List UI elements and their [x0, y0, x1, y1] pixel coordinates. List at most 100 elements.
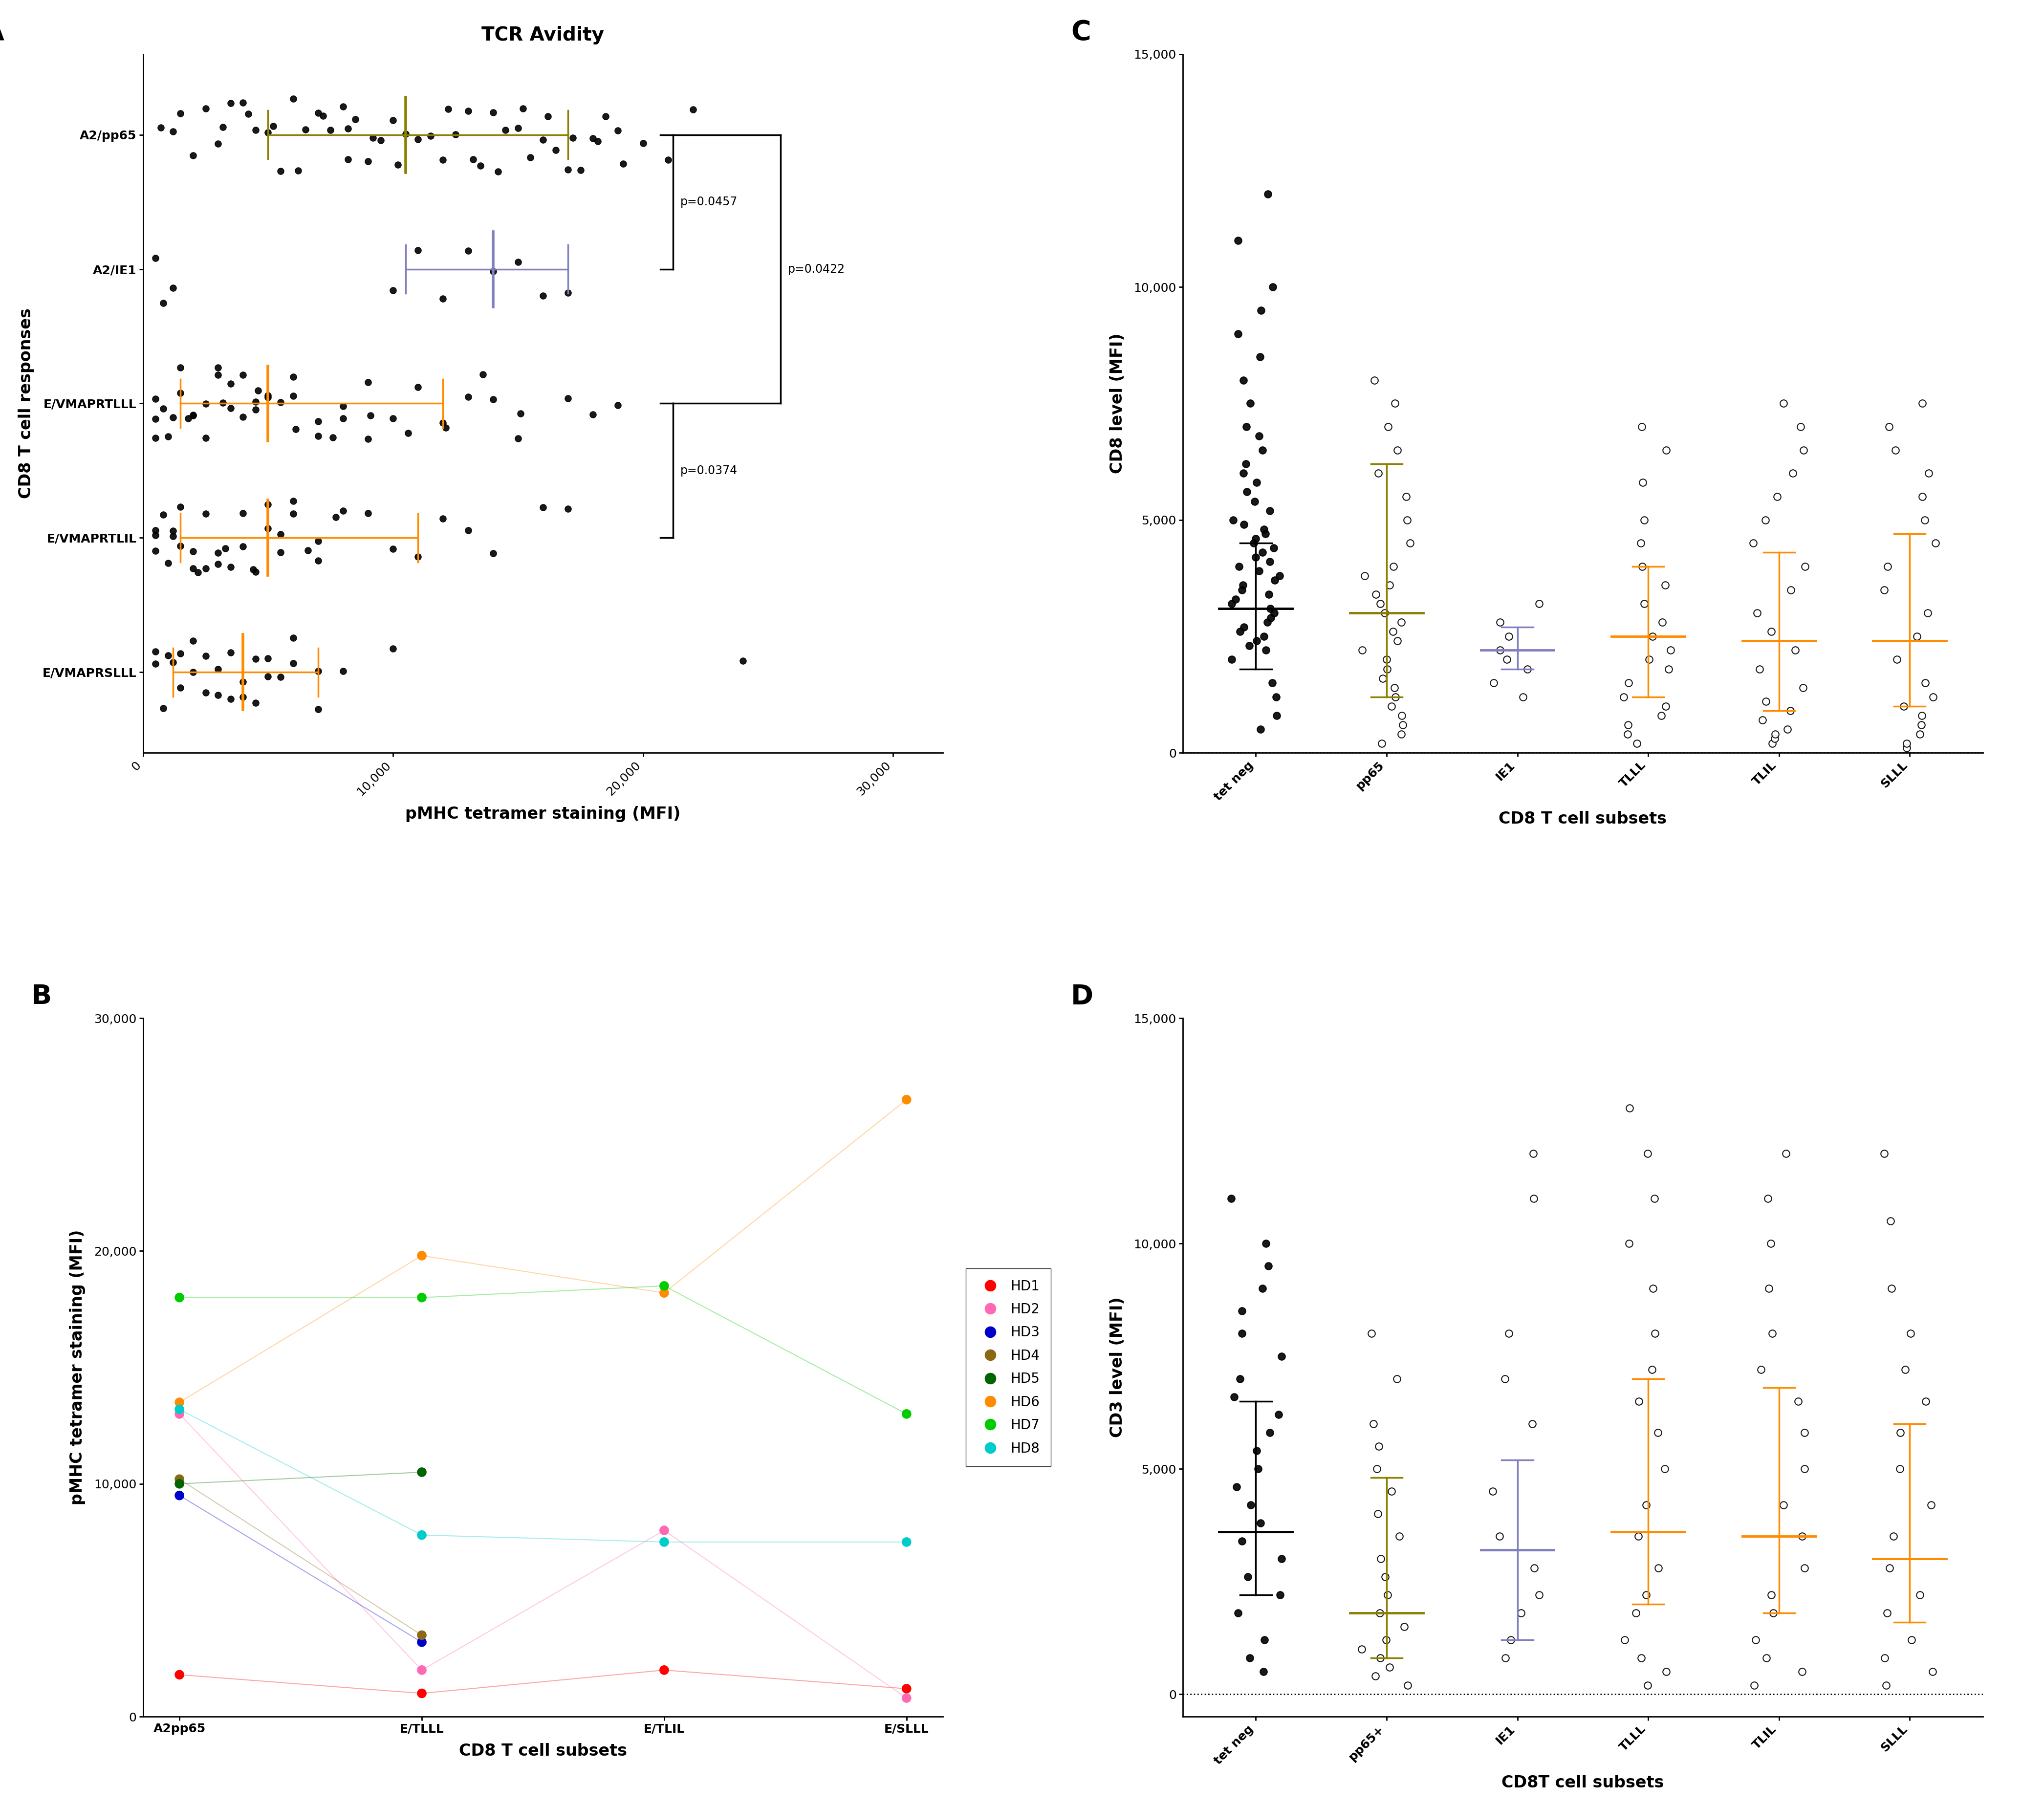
- Point: [1517, 1138, 1549, 1167]
- Point: [1257, 533, 1290, 562]
- Point: [405, 1241, 437, 1270]
- Point: [1224, 618, 1257, 647]
- Point: [1786, 435, 1819, 464]
- Point: [1384, 1521, 1416, 1550]
- Point: [1253, 497, 1286, 526]
- Point: [652, 145, 685, 173]
- Point: [1752, 1184, 1784, 1212]
- Point: [151, 549, 184, 578]
- Point: [552, 495, 585, 524]
- Point: [376, 107, 409, 136]
- Point: [648, 1516, 681, 1545]
- Point: [1247, 515, 1280, 544]
- Point: [415, 121, 448, 150]
- Point: [1222, 226, 1255, 255]
- Point: [303, 656, 335, 685]
- Point: [1359, 580, 1392, 609]
- Point: [1629, 1581, 1662, 1610]
- Point: [1249, 636, 1282, 665]
- Point: [1243, 557, 1275, 585]
- Point: [1257, 273, 1290, 302]
- Point: [276, 486, 309, 515]
- Point: [1253, 548, 1286, 576]
- Point: [507, 94, 540, 123]
- Point: [1909, 506, 1942, 535]
- Point: [206, 389, 239, 417]
- Point: [376, 634, 409, 663]
- Point: [1874, 1274, 1907, 1303]
- Point: [239, 688, 272, 717]
- Point: [1394, 529, 1427, 558]
- Point: [1891, 728, 1923, 757]
- Point: [251, 117, 284, 146]
- Point: [1374, 1653, 1406, 1682]
- Point: [147, 289, 180, 318]
- Point: [276, 363, 309, 392]
- Point: [1372, 412, 1404, 441]
- Point: [1625, 551, 1658, 580]
- Text: A: A: [0, 20, 4, 45]
- Point: [891, 1399, 924, 1428]
- Point: [527, 493, 560, 522]
- Point: [452, 517, 484, 546]
- Point: [227, 403, 260, 432]
- Point: [1878, 435, 1911, 464]
- Point: [1241, 1437, 1273, 1465]
- Point: [1750, 687, 1782, 716]
- Point: [1361, 1431, 1394, 1460]
- Point: [331, 145, 364, 173]
- Point: [1788, 1418, 1821, 1447]
- Point: [215, 553, 247, 582]
- Point: [1650, 1657, 1682, 1686]
- Y-axis label: CD8 T cell responses: CD8 T cell responses: [18, 309, 35, 499]
- Point: [1255, 604, 1288, 632]
- Point: [339, 105, 372, 134]
- Point: [1363, 1545, 1396, 1574]
- Point: [1476, 1476, 1508, 1505]
- Point: [1786, 1657, 1819, 1686]
- Point: [139, 515, 172, 544]
- Point: [190, 423, 223, 452]
- Point: [1233, 1644, 1265, 1673]
- Point: [527, 282, 560, 311]
- Point: [431, 94, 464, 123]
- Point: [1226, 459, 1259, 488]
- Point: [1609, 1626, 1641, 1655]
- Point: [1504, 1599, 1537, 1628]
- Point: [1361, 1500, 1394, 1529]
- Point: [1619, 1599, 1652, 1628]
- Point: [648, 1272, 681, 1301]
- Point: [276, 381, 309, 410]
- Y-axis label: CD8 level (MFI): CD8 level (MFI): [1110, 332, 1126, 473]
- Point: [726, 647, 758, 676]
- Point: [164, 1465, 196, 1494]
- Point: [288, 116, 321, 145]
- Text: C: C: [1071, 20, 1091, 45]
- Point: [276, 499, 309, 528]
- Point: [1870, 1599, 1903, 1628]
- Point: [1245, 1509, 1278, 1538]
- Point: [531, 103, 564, 132]
- Point: [1363, 1644, 1396, 1673]
- Point: [552, 155, 585, 184]
- Point: [1874, 1207, 1907, 1236]
- Point: [1788, 551, 1821, 580]
- Point: [239, 645, 272, 674]
- Point: [182, 558, 215, 587]
- Title: TCR Avidity: TCR Avidity: [482, 25, 605, 45]
- Point: [303, 407, 335, 435]
- Point: [1241, 627, 1273, 656]
- Point: [251, 513, 284, 542]
- Point: [303, 696, 335, 725]
- Point: [1870, 1671, 1903, 1700]
- Point: [145, 112, 178, 141]
- Point: [1243, 421, 1275, 450]
- Point: [1633, 645, 1666, 674]
- Point: [1776, 459, 1809, 488]
- Point: [1752, 1274, 1784, 1303]
- Point: [1249, 519, 1282, 548]
- Point: [139, 537, 172, 566]
- Point: [1746, 707, 1778, 735]
- Point: [190, 499, 223, 528]
- Point: [1359, 1662, 1392, 1691]
